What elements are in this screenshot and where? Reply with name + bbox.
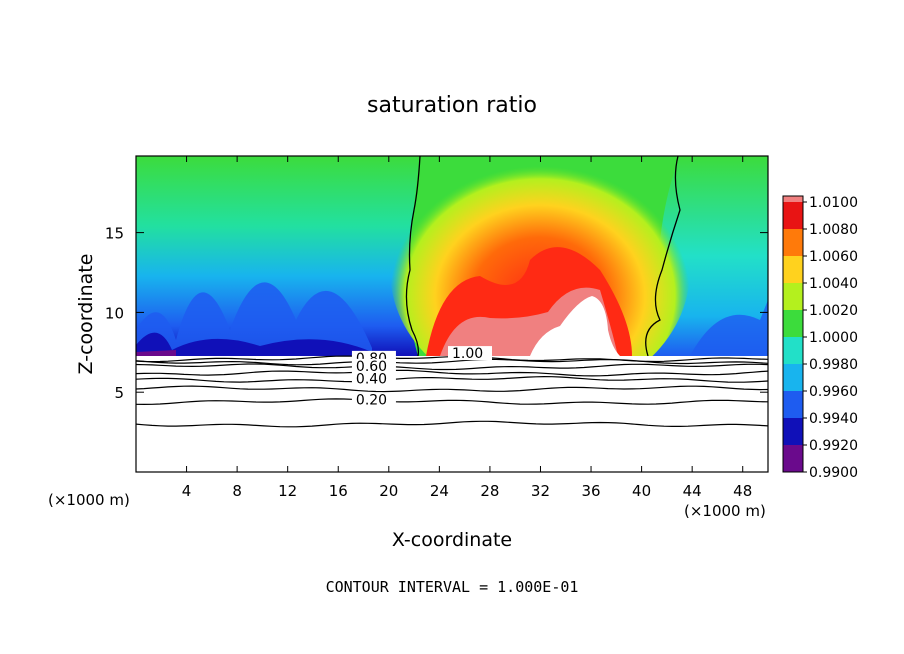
y-axis: 5 10 15 [105, 225, 768, 402]
colorbar-label: 0.9940 [809, 411, 858, 427]
y-tick-label: 15 [105, 225, 124, 243]
contour-label-bg [351, 358, 396, 373]
colorbar-label: 0.9980 [809, 357, 858, 373]
region-left-deep [136, 332, 372, 356]
contour-1-00-left [405, 156, 421, 357]
x-tick-label: 24 [430, 482, 449, 500]
colorbar-swatch [783, 229, 803, 256]
x-axis: 4 8 12 16 20 24 28 32 36 40 44 48 [182, 156, 752, 500]
colorbar-swatch [783, 310, 803, 337]
contour-label-bg [351, 371, 396, 386]
contour-line [136, 385, 768, 393]
contour-label-bg [448, 346, 492, 361]
colorbar-swatch [783, 418, 803, 445]
colorbar-swatch [783, 256, 803, 283]
x-tick-label: 36 [581, 482, 600, 500]
region-right-deep [690, 300, 768, 356]
colorbar-label: 0.9900 [809, 465, 858, 481]
colorbar: 0.9900 0.9920 0.9940 0.9960 0.9980 1.0000 1.00… [782, 195, 858, 481]
plot-frame [135, 155, 769, 473]
x-tick-label: 48 [733, 482, 752, 500]
x-tick-label: 28 [480, 482, 499, 500]
colorbar-swatch [783, 283, 803, 310]
y-tick-label: 10 [105, 304, 124, 322]
contour-line [136, 375, 768, 383]
contour-interval-footnote: CONTOUR INTERVAL = 1.000E-01 [326, 578, 579, 596]
x-tick-label: 44 [683, 482, 702, 500]
x-tick-label: 4 [182, 482, 192, 500]
colorbar-swatch [783, 337, 803, 364]
lower-region [136, 356, 768, 472]
colorbar-swatch-top [783, 196, 803, 202]
colorbar-label: 0.9920 [809, 438, 858, 454]
y-axis-label: Z-coordinate [75, 254, 97, 375]
region-left-purple [136, 350, 176, 356]
region-out-of-range [530, 296, 620, 356]
contour-label: 0.60 [356, 359, 387, 375]
x-tick-label: 32 [531, 482, 550, 500]
contour-lines-lower [136, 355, 768, 428]
colorbar-swatch [783, 391, 803, 418]
contour-line [136, 363, 768, 371]
chart-title: saturation ratio [367, 93, 537, 118]
colorbar-swatch [783, 202, 803, 229]
contour-1-00-right [645, 156, 681, 357]
contour-label: 0.20 [356, 392, 387, 408]
colorbar-swatch [783, 364, 803, 391]
region-left-plumes [136, 282, 372, 356]
x-tick-label: 8 [232, 482, 242, 500]
contour-line [136, 420, 768, 428]
x-unit-left: (×1000 m) [48, 491, 130, 509]
contour-label: 0.40 [356, 372, 387, 388]
x-axis-label: X-coordinate [392, 529, 512, 551]
colorbar-label: 1.0020 [809, 303, 858, 319]
colorbar-label: 1.0100 [809, 195, 858, 211]
contour-line [136, 358, 768, 366]
colorbar-frame [782, 195, 804, 473]
colorbar-swatch [783, 445, 803, 472]
contour-line [136, 369, 768, 377]
colorbar-label: 0.9960 [809, 384, 858, 400]
contour-line [136, 398, 768, 406]
x-tick-label: 16 [329, 482, 348, 500]
colorbar-label: 1.0080 [809, 222, 858, 238]
x-tick-label: 20 [379, 482, 398, 500]
colorbar-label: 1.0000 [809, 330, 858, 346]
colorbar-label: 1.0060 [809, 249, 858, 265]
colorbar-label: 1.0040 [809, 276, 858, 292]
contour-label-bg [351, 392, 396, 407]
x-unit-right: (×1000 m) [684, 502, 766, 520]
x-tick-label: 12 [278, 482, 297, 500]
contour-label: 1.00 [452, 346, 483, 362]
x-tick-label: 40 [632, 482, 651, 500]
heatmap-field [136, 156, 768, 472]
contour-labels: 0.800.600.400.201.00 [351, 346, 492, 408]
y-tick-label: 5 [114, 384, 124, 402]
